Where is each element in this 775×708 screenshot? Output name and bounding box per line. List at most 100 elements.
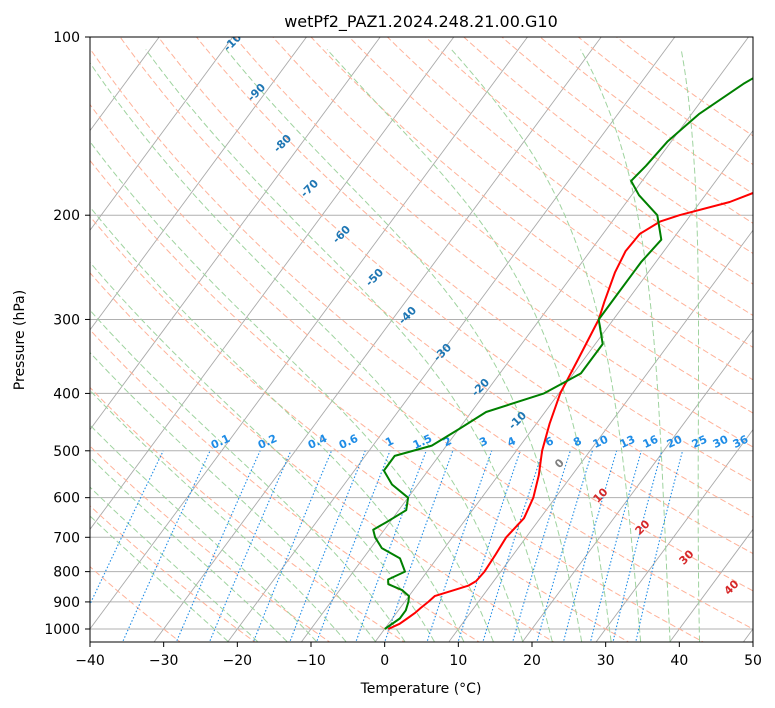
isotherm-line: [596, 428, 753, 642]
dry-adiabat-line: [90, 215, 630, 642]
temperature-line: [387, 191, 753, 630]
isobar-grid: [90, 37, 753, 630]
mixing-ratio-label: 10: [591, 433, 611, 451]
mixing-ratio-line: [589, 450, 642, 642]
dry-adiabat-line: [463, 37, 753, 254]
mixing-ratio-line: [175, 450, 261, 642]
dry-adiabat-line: [90, 103, 753, 630]
mixing-ratio-label: 25: [690, 433, 709, 451]
dry-adiabat-line: [615, 37, 753, 137]
mixing-ratio-label: 13: [618, 433, 637, 451]
moist-adiabat-line: [225, 49, 583, 642]
dry-adiabat-line: [348, 37, 753, 348]
dry-adiabat-line: [90, 505, 256, 642]
mixing-ratio-line: [384, 450, 454, 642]
dry-adiabat-line: [539, 37, 753, 195]
isotherm-line: [375, 129, 753, 642]
dry-adiabat-line: [90, 272, 555, 642]
dry-adiabat-line: [90, 329, 480, 642]
dry-adiabat-line: [90, 159, 705, 642]
mixing-ratio-line: [562, 450, 618, 642]
mixing-ratio-line: [635, 450, 684, 642]
moist-adiabat-line: [451, 49, 642, 642]
mixing-ratio-line: [482, 450, 544, 642]
dry-adiabat-line: [386, 37, 753, 317]
moist-adiabat-line: [90, 140, 494, 642]
x-tick-label: −20: [223, 653, 253, 669]
dry-adiabat-line: [424, 37, 753, 285]
x-tick-label: 0: [380, 653, 389, 669]
moist-adiabat-line: [90, 206, 465, 642]
dry-adiabat-line: [577, 37, 753, 166]
dry-adiabat-line: [195, 37, 753, 483]
x-tick-label: −40: [75, 653, 105, 669]
moist-adiabat-line: [680, 49, 700, 642]
mixing-ratio-line: [536, 450, 593, 642]
mixing-ratio-line: [512, 450, 571, 642]
moist-adiabat-line: [90, 456, 288, 642]
y-tick-label: 500: [53, 444, 80, 460]
y-axis-label: Pressure (hPa): [12, 290, 28, 390]
y-tick-label: 700: [53, 530, 80, 546]
mixing-ratio-line: [316, 450, 391, 642]
dry-adiabat-line: [90, 386, 406, 642]
x-tick-label: −30: [149, 653, 179, 669]
chart-title: wetPf2_PAZ1.2024.248.21.00.G10: [284, 12, 558, 32]
mixing-ratio-label: 36: [731, 433, 751, 451]
mixing-ratio-label: 20: [665, 433, 685, 451]
mixing-ratio-line: [208, 450, 292, 642]
mixing-ratio-line: [289, 450, 366, 642]
mixing-ratio-line: [457, 450, 521, 642]
moist-adiabat-line: [580, 49, 671, 642]
x-tick-label: 30: [597, 653, 615, 669]
plot-area: -100-90-80-70-60-50-40-30-20-10 0.1 0.2 0.…: [0, 37, 753, 642]
y-tick-label: 800: [53, 565, 80, 581]
mixing-ratio-line: [612, 450, 663, 642]
x-tick-label: 20: [523, 653, 541, 669]
moist-adiabat-line: [90, 62, 524, 642]
y-tick-label: 300: [53, 312, 80, 328]
isotherm-line: [0, 37, 12, 642]
y-tick-label: 900: [53, 595, 80, 611]
isotherm-line: [669, 528, 753, 642]
x-tick-label: 10: [449, 653, 467, 669]
x-tick-label: 50: [744, 653, 762, 669]
y-tick-label: 400: [53, 386, 80, 402]
mixing-ratio-label: 30: [711, 433, 731, 451]
mixing-ratio-line: [121, 450, 211, 642]
mixing-ratio-line: [252, 450, 333, 642]
isotherm-line: [90, 37, 381, 431]
sounding-series: [372, 77, 753, 630]
mixing-ratio-lines: [90, 450, 684, 642]
y-tick-label: 600: [53, 491, 80, 507]
moist-adiabat-line: [90, 351, 376, 642]
x-axis-label: Temperature (°C): [360, 681, 482, 697]
isotherm-line: [227, 37, 676, 642]
isotherm-line: [154, 37, 602, 642]
x-axis: −40 −30 −20 −10 0 10 20 30 40 50: [75, 642, 762, 669]
mixing-ratio-line: [355, 450, 427, 642]
mixing-ratio-line: [426, 450, 493, 642]
dry-adiabat-line: [157, 37, 753, 518]
isotherm-line: [90, 37, 528, 630]
plot-frame: [89, 36, 754, 643]
x-tick-label: 40: [670, 653, 688, 669]
dry-adiabat-line: [310, 37, 753, 381]
y-tick-label: 200: [53, 208, 80, 224]
mixing-ratio-label: 16: [641, 433, 661, 451]
dewpoint-line: [372, 77, 753, 630]
moist-adiabat-line: [90, 389, 347, 642]
y-tick-label: 1000: [44, 622, 80, 638]
mixing-ratio-line: [90, 450, 164, 606]
dry-adiabat-line: [119, 37, 753, 555]
x-tick-label: −10: [296, 653, 326, 669]
mixing-ratio-labels: 0.1 0.2 0.4 0.6 1 1.5 2 3 4 6 8 10 13 16 20 25 30 36: [209, 432, 751, 452]
moist-adiabat-line: [90, 486, 258, 642]
isotherm-line: [90, 37, 455, 531]
moist-adiabat-line: [90, 424, 317, 642]
y-axis: 1000 900 800 700 600 500 400 300 200 100: [44, 30, 90, 638]
y-tick-label: 100: [53, 30, 80, 46]
moist-adiabat-line: [326, 49, 612, 642]
isotherm-line: [90, 37, 307, 331]
